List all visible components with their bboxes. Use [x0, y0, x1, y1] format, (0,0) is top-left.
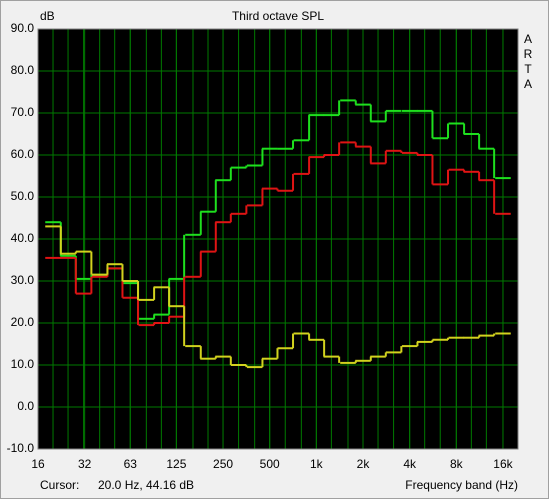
x-tick-label: 16 [31, 457, 45, 471]
x-tick-label: 4k [403, 457, 417, 471]
y-tick-label: 30.0 [11, 273, 35, 287]
cursor-value: 20.0 Hz, 44.16 dB [98, 478, 194, 492]
series-line [45, 99, 511, 320]
x-tick-label: 125 [166, 457, 186, 471]
watermark: ARTA [521, 32, 535, 92]
y-tick-label: 90.0 [11, 21, 35, 35]
x-tick-label: 2k [357, 457, 371, 471]
x-tick-label: 500 [260, 457, 280, 471]
y-tick-label: 20.0 [11, 315, 35, 329]
y-tick-label: 80.0 [11, 63, 35, 77]
y-axis-label: dB [40, 9, 55, 23]
series-line [45, 225, 511, 369]
y-tick-label: 50.0 [11, 189, 35, 203]
plot-border [37, 28, 519, 450]
chart-title: Third octave SPL [232, 9, 324, 23]
y-tick-label: 10.0 [11, 357, 35, 371]
y-tick-label: -10.0 [7, 441, 35, 455]
x-tick-label: 250 [213, 457, 233, 471]
y-tick-label: 0.0 [17, 399, 34, 413]
x-tick-label: 16k [493, 457, 513, 471]
x-tick-label: 63 [124, 457, 138, 471]
x-tick-label: 1k [310, 457, 324, 471]
x-tick-label: 8k [450, 457, 464, 471]
x-tick-label: 32 [78, 457, 92, 471]
y-tick-label: 60.0 [11, 147, 35, 161]
x-axis-label: Frequency band (Hz) [405, 478, 518, 492]
cursor-label: Cursor: [40, 478, 79, 492]
y-tick-label: 70.0 [11, 105, 35, 119]
y-tick-label: 40.0 [11, 231, 35, 245]
series-line [45, 141, 511, 327]
